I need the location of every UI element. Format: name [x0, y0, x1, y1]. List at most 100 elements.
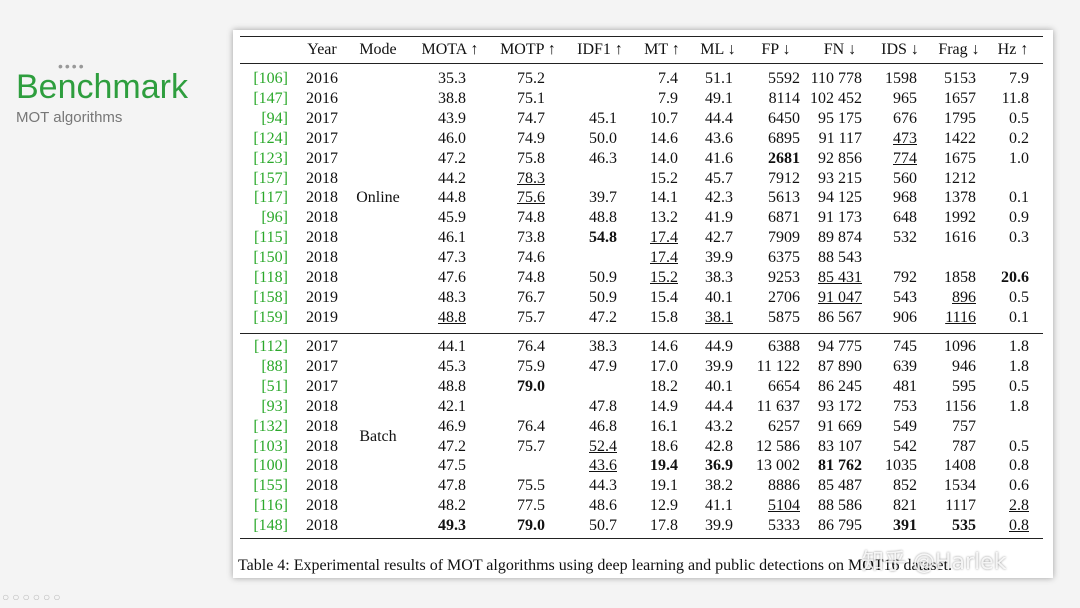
cell: 852 — [893, 477, 917, 495]
cell: 2017 — [306, 109, 338, 127]
cell: 43.2 — [705, 417, 733, 435]
cell: 15.8 — [650, 308, 678, 326]
cell: 42.8 — [705, 437, 733, 455]
column-header: IDF1 ↑ — [577, 41, 623, 58]
cell: 532 — [893, 229, 917, 247]
cell: 5153 — [944, 70, 976, 87]
cell: 39.9 — [705, 517, 733, 535]
cell: 48.8 — [589, 209, 617, 227]
cell: 14.1 — [650, 189, 678, 207]
cell: 40.1 — [705, 377, 733, 395]
cell: 6450 — [768, 109, 800, 127]
cell: 542 — [893, 437, 917, 455]
cell: 1.0 — [1009, 149, 1029, 167]
cell: 86 567 — [818, 308, 862, 326]
cell: 48.2 — [438, 497, 466, 515]
cell: 1035 — [885, 457, 917, 475]
cell: 44.1 — [438, 338, 466, 355]
reference: [118] — [253, 269, 288, 286]
cell: 2018 — [306, 209, 338, 227]
cell: 77.5 — [517, 497, 545, 515]
cell: 0.3 — [1009, 229, 1029, 247]
cell: 549 — [893, 417, 917, 435]
cell: 42.7 — [705, 229, 733, 247]
nav-icons: ○○○○○○ — [2, 590, 64, 604]
reference: [112] — [253, 338, 288, 355]
cell: 17.8 — [650, 517, 678, 535]
cell: 52.4 — [589, 437, 617, 455]
cell: 1408 — [944, 457, 976, 475]
cell: 2018 — [306, 229, 338, 247]
cell: 7912 — [768, 169, 800, 187]
cell: 6895 — [768, 129, 800, 147]
cell: 86 795 — [818, 517, 862, 535]
reference: [88] — [261, 357, 288, 375]
column-header: MOTA ↑ — [421, 41, 479, 58]
cell: 49.1 — [705, 89, 733, 107]
cell: 48.6 — [589, 497, 617, 515]
cell: 50.9 — [589, 288, 617, 306]
cell: 1.8 — [1009, 357, 1029, 375]
cell: 2019 — [306, 308, 338, 326]
cell: 2018 — [306, 189, 338, 207]
rule — [240, 538, 1043, 540]
cell: 93 215 — [818, 169, 862, 187]
cell: 2018 — [306, 517, 338, 535]
reference: [150] — [253, 249, 288, 267]
cell: 676 — [893, 109, 917, 127]
cell: 2017 — [306, 377, 338, 395]
cell: 42.1 — [438, 397, 466, 415]
cell: 47.8 — [589, 397, 617, 415]
cell: 74.9 — [517, 129, 545, 147]
cell: 896 — [952, 288, 976, 306]
cell: 110 778 — [810, 70, 862, 87]
column-header: FN ↓ — [823, 41, 857, 58]
cell: 44.3 — [589, 477, 617, 495]
cell: 1534 — [944, 477, 976, 495]
cell: 75.7 — [517, 308, 545, 326]
cell: 93 172 — [818, 397, 862, 415]
cell: 5875 — [768, 308, 800, 326]
cell: 2017 — [306, 357, 338, 375]
cell: 50.9 — [589, 269, 617, 286]
cell: 91 047 — [818, 288, 862, 306]
cell: 2.8 — [1009, 497, 1029, 515]
cell: 78.3 — [517, 169, 545, 187]
cell: 6654 — [768, 377, 800, 395]
cell: 47.3 — [438, 249, 466, 267]
cell: 87 890 — [818, 357, 862, 375]
cell: 1992 — [944, 209, 976, 227]
reference: [117] — [253, 189, 288, 207]
cell: 20.6 — [1001, 269, 1029, 286]
column-header: ML ↓ — [700, 41, 736, 58]
cell: 6871 — [768, 209, 800, 227]
cell: 2706 — [768, 288, 800, 306]
cell: 38.8 — [438, 89, 466, 107]
cell: 0.8 — [1009, 517, 1029, 535]
cell: 76.4 — [517, 338, 545, 355]
cell: 12.9 — [650, 497, 678, 515]
cell: 753 — [893, 397, 917, 415]
cell: 7.4 — [658, 70, 678, 87]
cell: 2019 — [306, 288, 338, 306]
cell: 2018 — [306, 457, 338, 475]
cell: 38.3 — [589, 338, 617, 355]
rule — [240, 36, 1043, 38]
cell: 1858 — [944, 269, 976, 286]
reference: [103] — [253, 437, 288, 455]
cell: 17.0 — [650, 357, 678, 375]
cell: 11.8 — [1001, 89, 1029, 107]
cell: 41.1 — [705, 497, 733, 515]
cell: 79.0 — [517, 517, 545, 535]
column-header: Hz ↑ — [997, 41, 1029, 58]
cell: 2018 — [306, 477, 338, 495]
cell: 2018 — [306, 269, 338, 286]
cell: 42.3 — [705, 189, 733, 207]
cell: 0.5 — [1009, 437, 1029, 455]
cell: 91 669 — [818, 417, 862, 435]
reference: [159] — [253, 308, 288, 326]
cell: 10.7 — [650, 109, 678, 127]
column-header: MOTP ↑ — [500, 41, 556, 58]
reference: [96] — [261, 209, 288, 227]
